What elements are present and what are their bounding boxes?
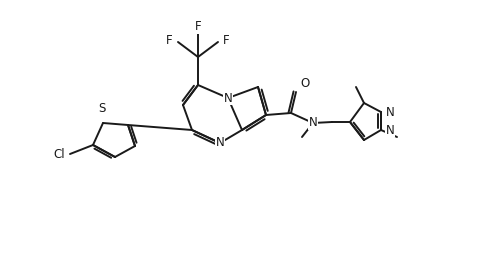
Text: N: N	[386, 123, 395, 137]
Text: F: F	[166, 35, 173, 48]
Text: O: O	[300, 77, 309, 90]
Text: F: F	[195, 21, 201, 33]
Text: N: N	[309, 116, 317, 130]
Text: N: N	[216, 137, 224, 150]
Text: N: N	[386, 106, 395, 119]
Text: N: N	[223, 92, 232, 104]
Text: F: F	[223, 35, 230, 48]
Text: Cl: Cl	[54, 147, 65, 160]
Text: S: S	[98, 102, 106, 115]
